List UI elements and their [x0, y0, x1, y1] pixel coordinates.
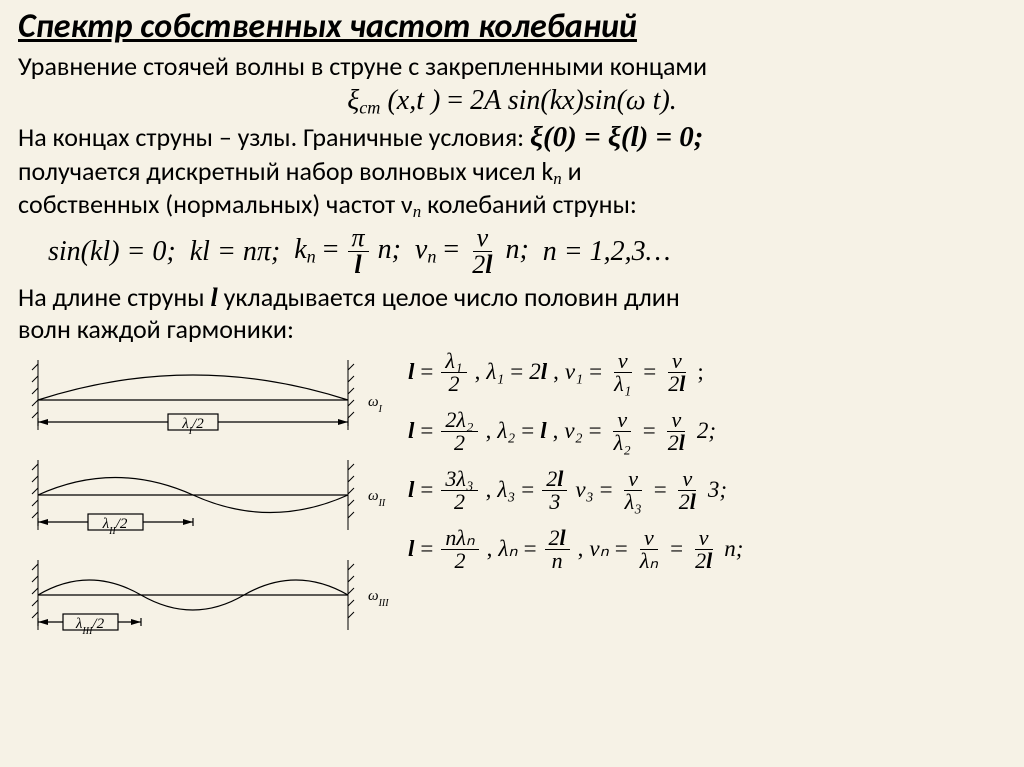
- h3-nad: λ₃: [621, 491, 646, 513]
- hn-lden: 2: [451, 550, 470, 572]
- kn-rhs: n;: [378, 234, 401, 265]
- standing-wave-equation: ξст (x,t ) = 2A sin(kx)sin(ω t).: [18, 85, 1006, 119]
- nun-den: 2l: [468, 252, 496, 278]
- disc-sub2: n: [413, 203, 421, 222]
- boundary-condition: ξ(0) = ξ(l) = 0;: [530, 121, 703, 153]
- hn-nbd: 2l: [691, 550, 716, 572]
- harmonics-intro: На длине струны l укладывается целое чис…: [18, 282, 1006, 345]
- hn-nad: λₙ: [636, 550, 662, 572]
- h2-tail: 2;: [697, 418, 716, 444]
- disc-l1a: получается дискретный набор волновых чис…: [18, 155, 553, 187]
- h1-lam: λ₁: [486, 359, 504, 385]
- eq-sin2: sin: [584, 85, 617, 116]
- nun-lhs: ν: [415, 234, 427, 265]
- h2-nbd: 2l: [664, 432, 689, 454]
- intro-paragraph: Уравнение стоячей волны в струне с закре…: [18, 51, 1006, 83]
- kn-lhs: k: [294, 234, 306, 265]
- page: Спектр собственных частот колебаний Урав…: [0, 0, 1024, 670]
- eq-klnpi: kl = nπ;: [190, 236, 280, 268]
- lower-area: λI/2 ωI λII/2 ωII λIII/2 ωIII l = λ₁2 , …: [18, 350, 1006, 670]
- nun-num: v: [473, 225, 493, 252]
- boundary-paragraph: На концах струны – узлы. Граничные услов…: [18, 120, 1006, 155]
- h3-lnum: 3λ₃: [441, 468, 477, 491]
- h3-lam: λ₃: [497, 477, 515, 503]
- harmonic-equations: l = λ₁2 , λ₁ = 2l , ν₁ = vλ₁ = v2l ; l =…: [408, 350, 1006, 670]
- eq-kx: (kx): [540, 85, 584, 116]
- omega1-label: ωI: [368, 394, 383, 415]
- eq-wt: (ω t).: [617, 85, 677, 116]
- h1-nbd: 2l: [664, 373, 689, 395]
- eq-kn: kn = πl n;: [294, 225, 401, 278]
- lambda1-label: λI/2: [181, 416, 204, 437]
- harmonics-svg: λI/2 ωI λII/2 ωII λIII/2 ωIII: [18, 350, 398, 670]
- h2-nad: λ₂: [610, 432, 635, 454]
- h1-lden: 2: [444, 373, 463, 395]
- hn-lvden: n: [548, 550, 567, 572]
- omega3-label: ωIII: [368, 588, 389, 609]
- discrete-equations: sin(kl) = 0; kl = nπ; kn = πl n; νn = v2…: [48, 225, 1006, 278]
- hn-lam: λₙ: [498, 536, 517, 562]
- h3-nbn: v: [678, 468, 696, 491]
- hn-nu: νₙ: [589, 536, 608, 562]
- h3-lvnum: 2l: [542, 468, 567, 491]
- harmonic-eq-3: l = 3λ₃2 , λ₃ = 2l3 ν₃ = vλ₃ = v2l 3;: [408, 468, 1006, 513]
- eq-sin1: 2A sin: [470, 85, 540, 116]
- h3-nan: v: [624, 468, 642, 491]
- h1-nbn: v: [668, 350, 686, 373]
- eq-nun: νn = v2l n;: [415, 225, 529, 278]
- h-intro-2: волн каждой гармоники:: [18, 313, 294, 345]
- h2-lnum: 2λ₂: [441, 409, 477, 432]
- discrete-text-2: собственных (нормальных) частот νn колеб…: [18, 189, 1006, 223]
- eq-sinkl: sin(kl) = 0;: [48, 236, 176, 268]
- disc-sub: n: [553, 169, 561, 188]
- h2-lam: λ₂: [497, 418, 515, 444]
- harmonic-diagrams: λI/2 ωI λII/2 ωII λIII/2 ωIII: [18, 350, 398, 670]
- harmonic-eq-2: l = 2λ₂2 , λ₂ = l , ν₂ = vλ₂ = v2l 2;: [408, 409, 1006, 454]
- h1-lnum: λ₁: [441, 350, 466, 373]
- h3-nu: ν₃: [575, 477, 593, 503]
- eq-lhs: ξ: [347, 85, 359, 116]
- hn-lvnum: 2l: [545, 527, 570, 550]
- h2-nu: ν₂: [564, 418, 582, 444]
- h1-tail: ;: [697, 359, 703, 385]
- h3-lden: 2: [450, 491, 469, 513]
- harmonic-eq-1: l = λ₁2 , λ₁ = 2l , ν₁ = vλ₁ = v2l ;: [408, 350, 1006, 395]
- h1-nad: λ₁: [610, 373, 635, 395]
- h3-nbd: 2l: [675, 491, 700, 513]
- hn-lnum: nλₙ: [441, 527, 478, 550]
- kn-den: l: [350, 252, 365, 278]
- eq-args: (x,t ): [387, 85, 440, 116]
- hn-nan: v: [640, 527, 658, 550]
- page-title: Спектр собственных частот колебаний: [18, 6, 1006, 47]
- hn-nbn: v: [695, 527, 713, 550]
- discrete-text-1: получается дискретный набор волновых чис…: [18, 156, 1006, 190]
- h3-tail: 3;: [708, 477, 727, 503]
- kn-num: π: [348, 225, 369, 252]
- boundary-text: На концах струны – узлы. Граничные услов…: [18, 121, 530, 153]
- h2-nbn: v: [667, 409, 685, 432]
- h2-lden: 2: [450, 432, 469, 454]
- nun-rhs: n;: [505, 234, 528, 265]
- h1-nu: ν₁: [565, 359, 583, 385]
- h3-lvden: 3: [545, 491, 564, 513]
- h1-nan: v: [614, 350, 632, 373]
- disc-l2a: собственных (нормальных) частот ν: [18, 188, 413, 220]
- h-intro-1: На длине струны l укладывается целое чис…: [18, 281, 680, 313]
- hn-tail: n;: [724, 536, 743, 562]
- omega2-label: ωII: [368, 488, 386, 509]
- h2-nan: v: [613, 409, 631, 432]
- eq-sub: ст: [359, 97, 380, 117]
- disc-l1b: и: [562, 155, 582, 187]
- harmonic-eq-n: l = nλₙ2 , λₙ = 2ln , νₙ = vλₙ = v2l n;: [408, 527, 1006, 572]
- disc-l2b: колебаний струны:: [421, 188, 637, 220]
- eq-n123: n = 1,2,3…: [543, 236, 671, 268]
